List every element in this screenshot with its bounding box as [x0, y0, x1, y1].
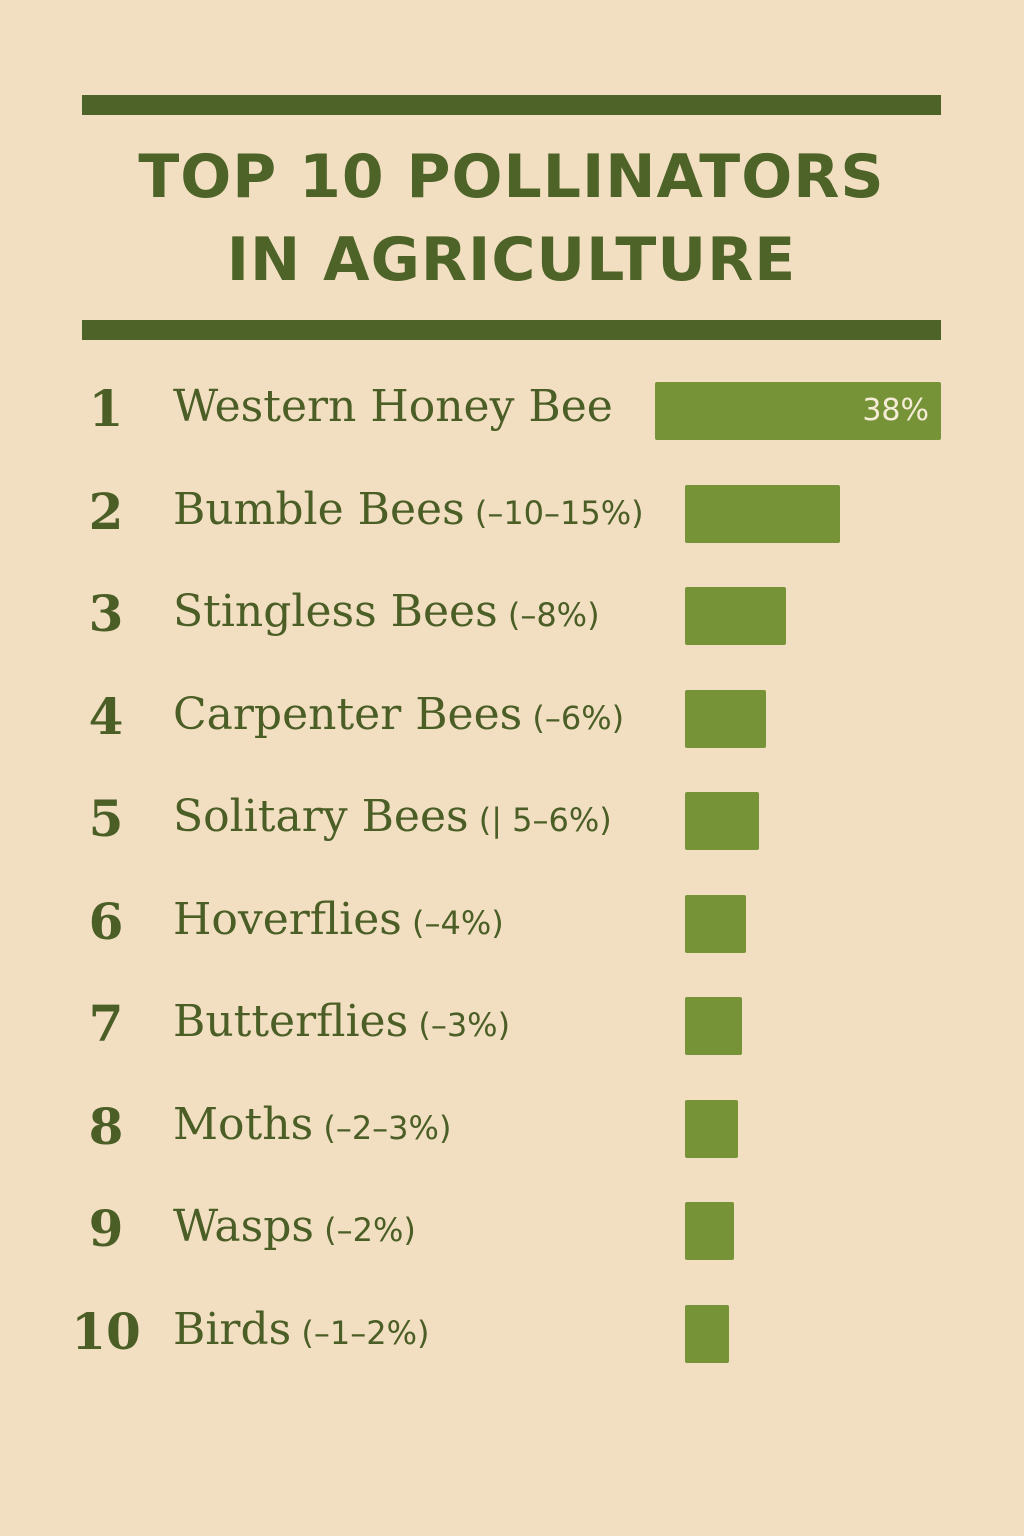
bar-value-label-1: 38%: [862, 393, 929, 428]
rank-8: 8: [88, 1096, 124, 1156]
category-label-5: Solitary Bees (| 5–6%): [173, 795, 612, 839]
bar-5: [685, 792, 760, 850]
bar-1: [655, 382, 941, 440]
category-label-10: Birds (–1–2%): [173, 1307, 430, 1352]
category-range: (–2%): [313, 1211, 416, 1249]
bar-10: [685, 1304, 730, 1363]
category-range: (–8%): [497, 596, 600, 634]
category-name: Birds: [173, 1303, 292, 1355]
bottom-rule: [82, 320, 941, 340]
bar-7: [685, 997, 743, 1055]
category-range: (–2–3%): [313, 1108, 452, 1147]
category-name: Solitary Bees: [173, 791, 469, 842]
rank-4: 4: [88, 686, 124, 746]
rank-7: 7: [88, 994, 124, 1053]
rank-10: 10: [71, 1301, 141, 1361]
category-range: (–6%): [522, 698, 625, 737]
rank-6: 6: [88, 891, 124, 951]
category-name: Butterflies: [173, 996, 409, 1047]
category-label-1: Western Honey Bee: [173, 385, 613, 429]
bar-6: [685, 894, 746, 953]
chart-title-line-2: IN AGRICULTURE: [226, 225, 797, 295]
category-range: (–10–15%): [464, 493, 644, 532]
rank-2: 2: [88, 481, 124, 541]
category-label-6: Hoverflies (–4%): [173, 897, 504, 942]
bar-2: [685, 484, 840, 543]
bar-9: [685, 1202, 735, 1260]
category-range: (–1–2%): [291, 1313, 430, 1352]
rank-9: 9: [88, 1199, 124, 1258]
category-name: Carpenter Bees: [173, 688, 523, 740]
category-name: Hoverflies: [173, 893, 402, 945]
category-name: Bumble Bees: [173, 483, 465, 535]
category-label-3: Stingless Bees (–8%): [173, 590, 600, 634]
rank-1: 1: [88, 379, 124, 438]
bar-8: [685, 1099, 738, 1158]
category-label-9: Wasps (–2%): [173, 1205, 416, 1249]
category-range: (| 5–6%): [468, 801, 612, 839]
rank-3: 3: [88, 584, 124, 643]
bar-4: [685, 689, 766, 748]
rank-5: 5: [88, 789, 124, 848]
category-range: (–3%): [408, 1006, 511, 1044]
category-range: (–4%): [401, 903, 504, 942]
category-name: Moths: [173, 1098, 314, 1150]
category-name: Stingless Bees: [173, 586, 498, 637]
category-label-7: Butterflies (–3%): [173, 1000, 510, 1044]
bar-3: [685, 587, 787, 645]
category-label-4: Carpenter Bees (–6%): [173, 692, 625, 737]
category-label-8: Moths (–2–3%): [173, 1102, 452, 1147]
top-rule: [82, 95, 941, 115]
chart-title-line-1: TOP 10 POLLINATORS: [138, 142, 885, 212]
category-name: Western Honey Bee: [173, 381, 613, 432]
category-label-2: Bumble Bees (–10–15%): [173, 487, 644, 532]
category-name: Wasps: [173, 1201, 314, 1252]
